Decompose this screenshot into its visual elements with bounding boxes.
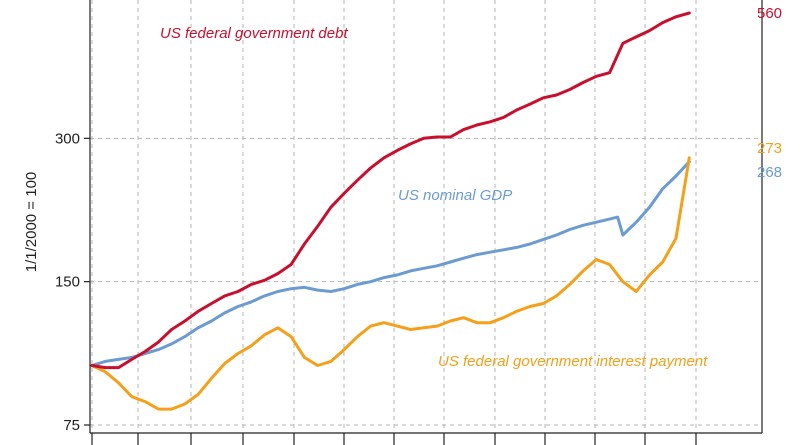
y-axis-label: 1/1/2000 = 100 xyxy=(23,172,40,273)
y-tick-label: 150 xyxy=(55,274,80,291)
annotation-interest: US federal government interest payment xyxy=(438,353,708,370)
end-label-gdp: 268 xyxy=(757,164,782,181)
series-lines xyxy=(90,11,691,411)
y-tick-label: 75 xyxy=(63,417,80,434)
series-line-2 xyxy=(90,156,691,411)
end-labels: 560 273 268 xyxy=(757,5,782,181)
end-label-debt: 560 xyxy=(757,5,782,22)
y-tick-label: 300 xyxy=(55,130,80,147)
series-line-1 xyxy=(90,160,691,367)
annotation-gdp: US nominal GDP xyxy=(398,187,512,204)
y-tick-label: 600 xyxy=(55,0,80,4)
series-line-0 xyxy=(90,11,691,370)
axes: 75 150 300 600 xyxy=(55,0,763,445)
annotation-debt: US federal government debt xyxy=(160,25,348,42)
end-label-interest: 273 xyxy=(757,140,782,157)
annotations: US federal government debt US nominal GD… xyxy=(160,25,708,370)
